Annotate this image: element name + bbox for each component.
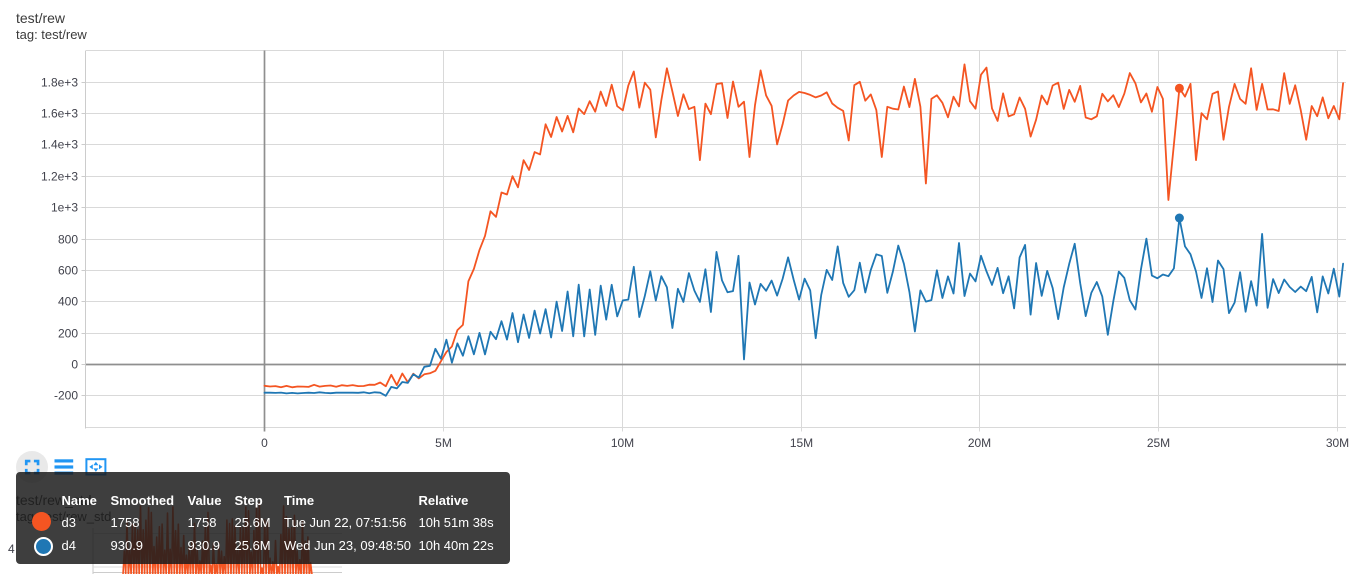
svg-text:600: 600: [58, 264, 78, 278]
svg-text:30M: 30M: [1326, 436, 1349, 450]
svg-text:200: 200: [58, 327, 78, 341]
svg-text:-200: -200: [54, 389, 78, 403]
svg-text:400: 400: [58, 295, 78, 309]
svg-text:1.2e+3: 1.2e+3: [41, 170, 78, 184]
svg-text:15M: 15M: [790, 436, 813, 450]
svg-text:20M: 20M: [968, 436, 991, 450]
svg-text:0: 0: [261, 436, 268, 450]
svg-text:800: 800: [58, 233, 78, 247]
svg-text:1.4e+3: 1.4e+3: [41, 138, 78, 152]
svg-text:4: 4: [8, 542, 15, 556]
svg-text:25M: 25M: [1147, 436, 1170, 450]
svg-text:1e+3: 1e+3: [51, 201, 78, 215]
svg-text:1.8e+3: 1.8e+3: [41, 76, 78, 90]
svg-text:10M: 10M: [611, 436, 634, 450]
svg-text:5M: 5M: [435, 436, 452, 450]
svg-text:0: 0: [71, 358, 78, 372]
svg-text:1.6e+3: 1.6e+3: [41, 107, 78, 121]
